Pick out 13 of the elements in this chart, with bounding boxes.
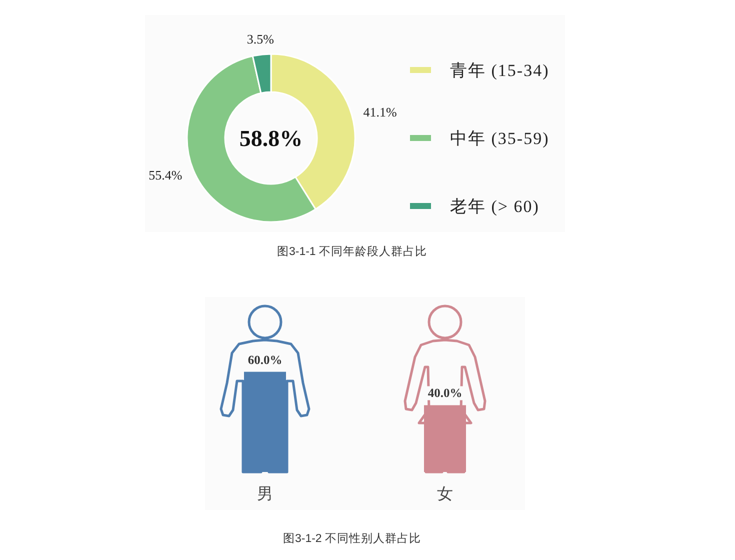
data-label: 40.0% xyxy=(428,386,462,400)
legend-label: 青年 (15-34) xyxy=(450,61,550,80)
data-label: 41.1% xyxy=(363,104,398,120)
legend-label: 中年 (35-59) xyxy=(450,129,550,148)
data-label: 55.4% xyxy=(148,167,182,182)
text: 图3-1-1 不同年龄段人群占比 xyxy=(276,245,428,258)
legend-label: 老年 (> 60) xyxy=(450,197,540,216)
text: 图3-1-2 不同性别人群占比 xyxy=(282,532,422,545)
x-tick-label: 男 xyxy=(257,486,273,503)
data-label: 60.0% xyxy=(248,352,282,367)
x-tick-label: 女 xyxy=(437,486,453,503)
text: 58.8% xyxy=(239,126,303,151)
data-label: 3.5% xyxy=(246,32,274,47)
